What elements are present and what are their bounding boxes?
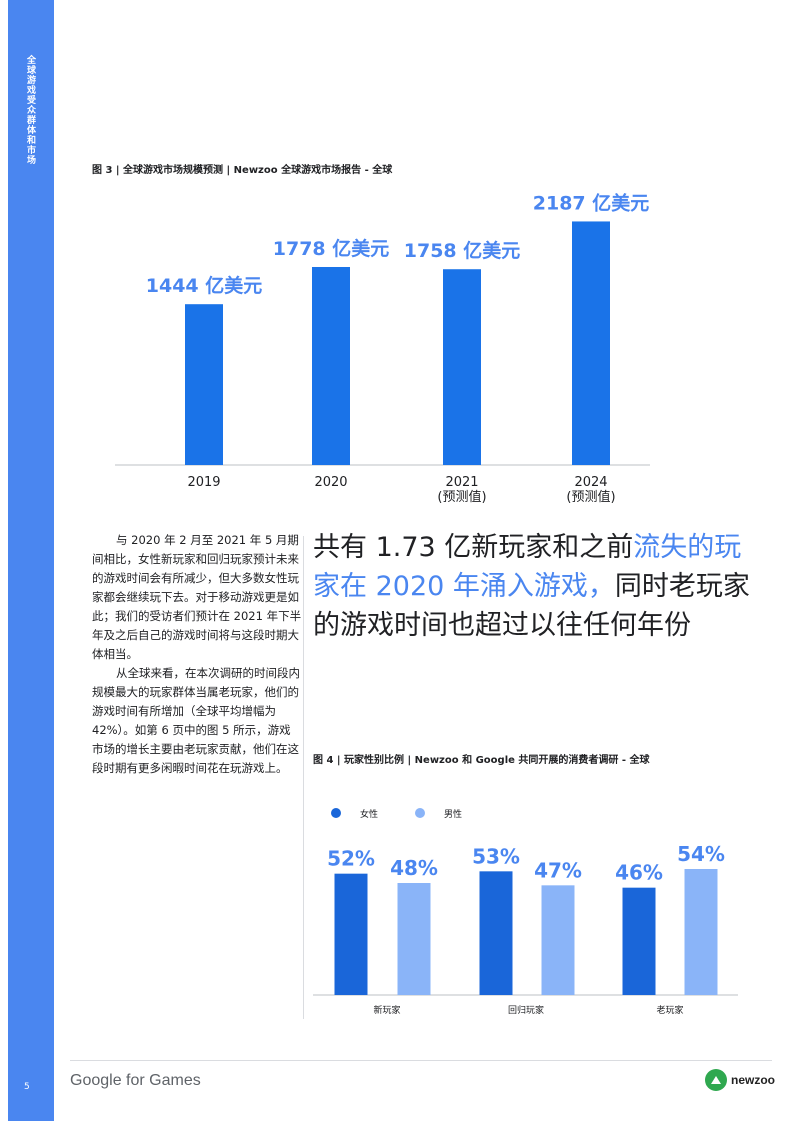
newzoo-logo-text: newzoo (731, 1073, 775, 1087)
data-label-0-1: 48% (390, 856, 438, 880)
body-paragraph-2: 从全球来看，在本次调研的时间段内规模最大的玩家群体当属老玩家，他们的游戏时间有所… (92, 666, 300, 775)
x-tick-label-3-1: (预测值) (566, 489, 615, 505)
column-divider (303, 536, 304, 1019)
pull-quote: 共有 1.73 亿新玩家和之前流失的玩家在 2020 年涌入游戏，同时老玩家的游… (313, 528, 758, 645)
x-tick-label-2-0: 2021 (445, 475, 478, 490)
bar-0 (185, 304, 223, 465)
x-tick-label-1: 回归玩家 (508, 1004, 544, 1016)
x-tick-label-2-1: (预测值) (437, 489, 486, 505)
bar-1 (312, 266, 350, 465)
legend-marker-0 (331, 808, 341, 818)
newzoo-logo: newzoo (704, 1068, 775, 1092)
x-tick-label-0: 新玩家 (373, 1004, 400, 1016)
data-label-1-0: 53% (472, 844, 520, 868)
sidebar-section-title: 全球游戏受众群体和市场 (25, 55, 35, 165)
pull-quote-part1: 共有 1.73 亿新玩家和之前 (313, 532, 634, 563)
x-tick-label-2: 老玩家 (656, 1004, 683, 1016)
figure3-caption: 图 3 | 全球游戏市场规模预测 | Newzoo 全球游戏市场报告 - 全球 (92, 165, 393, 176)
bar-1-0 (479, 871, 513, 995)
figure4-caption: 图 4 | 玩家性别比例 | Newzoo 和 Google 共同开展的消费者调… (313, 755, 650, 766)
data-label-2: 1758 亿美元 (404, 239, 521, 262)
gender-ratio-chart: 女性 男性 52% 48% 新玩家 53% 47% 回归玩家 46% 54% 老玩家 (313, 808, 738, 1016)
sidebar (8, 0, 54, 1121)
bar-0-1 (397, 883, 431, 995)
data-label-3: 2187 亿美元 (533, 191, 650, 214)
data-label-1-1: 47% (534, 858, 582, 882)
google-for-games-logo: Google for Games (70, 1072, 201, 1089)
bar-2-1 (684, 869, 718, 995)
bar-2 (443, 269, 481, 465)
newzoo-icon (705, 1069, 727, 1091)
legend-label-1: 男性 (444, 808, 462, 820)
legend-label-0: 女性 (360, 808, 378, 820)
body-text: 与 2020 年 2 月至 2021 年 5 月期间相比，女性新玩家和回归玩家预… (92, 531, 302, 778)
page-number: 5 (24, 1082, 30, 1092)
bar-3 (572, 221, 610, 465)
bar-2-0 (622, 887, 656, 995)
pull-quote-highlight: 流失的玩家在 2020 年涌入游戏， (313, 532, 742, 602)
data-label-2-0: 46% (615, 861, 663, 885)
body-paragraph-1: 与 2020 年 2 月至 2021 年 5 月期间相比，女性新玩家和回归玩家预… (92, 533, 302, 661)
bar-1-1 (541, 885, 575, 995)
footer-rule (70, 1060, 772, 1061)
pull-quote-part2: 同时老玩家的游戏时间也超过以往任何年份 (313, 571, 750, 641)
data-label-2-1: 54% (677, 842, 725, 866)
data-label-0: 1444 亿美元 (146, 274, 263, 297)
legend-marker-1 (415, 808, 425, 818)
x-tick-label-3-0: 2024 (574, 475, 607, 490)
bar-0-0 (334, 873, 368, 995)
x-tick-label-1-0: 2020 (314, 475, 347, 490)
data-label-1: 1778 亿美元 (273, 237, 390, 260)
data-label-0-0: 52% (327, 847, 375, 871)
x-tick-label-0-0: 2019 (187, 475, 220, 490)
